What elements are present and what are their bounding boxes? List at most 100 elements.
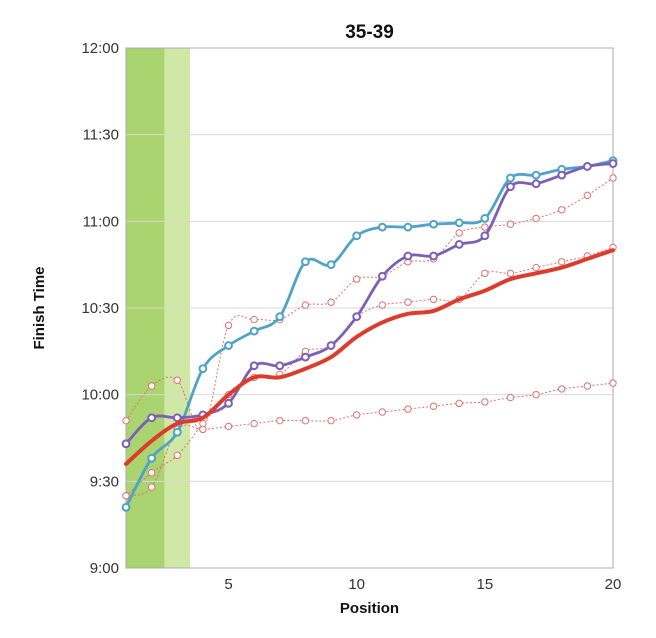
- series-point: [429, 295, 438, 304]
- series-point: [558, 385, 566, 393]
- series-point: [301, 416, 310, 425]
- series-point: [224, 398, 233, 408]
- series-point: [480, 214, 490, 223]
- series-point: [147, 483, 156, 491]
- series-point: [455, 399, 463, 408]
- series-point: [377, 222, 387, 232]
- series-point: [404, 405, 412, 413]
- series-point: [506, 182, 515, 192]
- series-2: [121, 159, 618, 449]
- series-point: [249, 361, 259, 371]
- series-point: [506, 173, 515, 183]
- series-point: [301, 301, 310, 309]
- series-line: [125, 246, 614, 497]
- series-line: [124, 248, 615, 466]
- series-point: [327, 298, 335, 306]
- x-axis-label: Position: [340, 600, 399, 617]
- y-axis-ticks: 9:00 9:30 10:00 10:30 11:00 11:30 12:00: [81, 40, 119, 577]
- series-point: [558, 258, 566, 266]
- series-point: [147, 468, 156, 477]
- x-tick-label: 10: [348, 576, 365, 593]
- series-point: [377, 271, 387, 281]
- series-point: [122, 416, 130, 425]
- series-point: [122, 492, 130, 500]
- series-point: [582, 162, 592, 171]
- series-point: [532, 263, 540, 272]
- y-tick-label: 9:30: [90, 473, 119, 490]
- series-point: [250, 315, 258, 324]
- series-point: [275, 312, 285, 322]
- x-tick-label: 5: [224, 576, 232, 593]
- series-point: [378, 301, 387, 309]
- x-tick-label: 15: [476, 576, 493, 593]
- series-point: [224, 321, 233, 330]
- series-line: [125, 177, 614, 431]
- series-line: [125, 382, 614, 497]
- series-point: [352, 411, 361, 419]
- series-point: [531, 179, 541, 189]
- series-point: [147, 453, 157, 463]
- series-layer: [121, 156, 618, 512]
- series-point: [403, 251, 413, 261]
- series-line: [124, 162, 614, 445]
- series-point: [532, 214, 540, 223]
- series-point: [276, 416, 284, 425]
- series-point: [609, 174, 617, 182]
- gridlines: [126, 47, 613, 569]
- x-tick-label: 20: [605, 576, 622, 593]
- series-point: [121, 439, 131, 449]
- series-point: [403, 222, 413, 232]
- series-3: [124, 248, 615, 466]
- series-point: [429, 402, 438, 410]
- series-point: [352, 312, 362, 322]
- series-point: [352, 275, 361, 283]
- series-point: [506, 220, 515, 228]
- series-point: [224, 422, 233, 431]
- series-point: [557, 170, 567, 180]
- y-tick-label: 11:30: [83, 127, 119, 144]
- series-point: [250, 419, 258, 428]
- series-point: [198, 364, 208, 374]
- series-point: [121, 502, 131, 512]
- series-point: [506, 269, 515, 278]
- y-tick-label: 10:30: [81, 300, 119, 317]
- series-point: [506, 393, 515, 402]
- series-6: [122, 243, 617, 500]
- series-point: [326, 260, 336, 270]
- series-point: [275, 361, 285, 371]
- series-point: [224, 341, 233, 350]
- series-point: [301, 352, 310, 362]
- series-point: [327, 416, 335, 425]
- series-line: [124, 159, 614, 508]
- series-point: [199, 419, 207, 428]
- series-point: [173, 451, 181, 460]
- series-point: [249, 326, 259, 336]
- series-point: [172, 427, 182, 437]
- series-point: [454, 218, 464, 228]
- series-point: [480, 231, 490, 241]
- series-1: [121, 156, 618, 512]
- plot-frame: [125, 47, 614, 569]
- series-point: [173, 376, 181, 384]
- series-point: [378, 408, 387, 416]
- series-point: [532, 390, 540, 399]
- y-tick-label: 9:00: [90, 560, 119, 577]
- series-point: [583, 191, 592, 200]
- series-point: [429, 219, 438, 229]
- series-point: [301, 257, 310, 267]
- series-point: [609, 379, 617, 387]
- series-point: [558, 206, 566, 214]
- chart-title: 35-39: [345, 22, 394, 43]
- series-point: [147, 382, 156, 390]
- x-axis-ticks: 5 10 15 20: [224, 576, 621, 593]
- series-point: [352, 231, 362, 241]
- series-point: [531, 170, 541, 180]
- series-point: [608, 159, 618, 168]
- y-tick-label: 12:00: [81, 40, 119, 57]
- series-point: [455, 229, 463, 237]
- series-point: [429, 251, 438, 261]
- series-point: [481, 398, 489, 406]
- series-point: [326, 341, 336, 350]
- series-point: [454, 240, 464, 249]
